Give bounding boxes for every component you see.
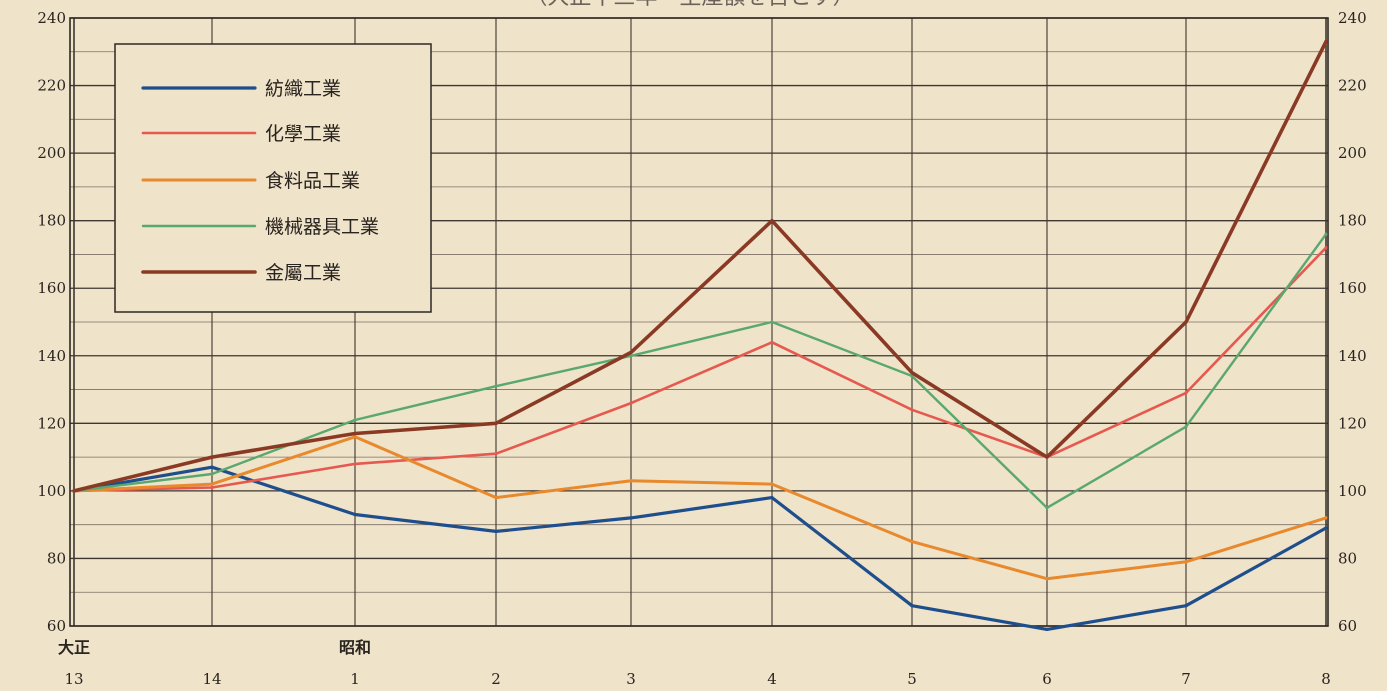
x-tick-label: 6	[1042, 670, 1052, 688]
x-tick-label: 8	[1321, 670, 1331, 688]
data-point	[910, 408, 914, 412]
data-point	[1184, 560, 1188, 564]
data-point	[210, 455, 214, 459]
x-tick-label: 7	[1181, 670, 1191, 688]
era-label: 大正	[58, 638, 90, 657]
y-tick-label-left: 240	[37, 9, 66, 27]
data-point	[1184, 425, 1188, 429]
data-point	[770, 482, 774, 486]
axis-layer: 6080100120140160180200220240608010012014…	[37, 9, 1366, 688]
legend-label: 機械器具工業	[265, 216, 379, 238]
legend-label: 化學工業	[265, 123, 341, 145]
y-tick-label-right: 180	[1338, 212, 1367, 230]
data-point	[210, 472, 214, 476]
y-tick-label-left: 120	[37, 414, 66, 432]
data-point	[1045, 627, 1049, 632]
data-point	[1324, 526, 1328, 530]
data-point	[1184, 391, 1188, 395]
x-tick-label: 5	[907, 670, 917, 688]
data-point	[210, 465, 214, 469]
series-line	[72, 465, 1328, 632]
data-point	[910, 604, 914, 608]
series-line	[72, 246, 1328, 493]
data-point	[770, 340, 774, 344]
data-point	[353, 435, 357, 439]
data-point	[494, 529, 498, 534]
y-tick-label-right: 100	[1338, 482, 1367, 500]
data-point	[1324, 232, 1328, 236]
data-point	[629, 401, 633, 405]
data-point	[910, 540, 914, 544]
y-tick-label-right: 60	[1338, 617, 1357, 635]
data-point	[629, 350, 633, 354]
data-point	[1324, 516, 1328, 520]
plot-border	[69, 17, 1329, 627]
data-point	[494, 452, 498, 456]
data-point	[494, 384, 498, 388]
legend-label: 紡織工業	[265, 78, 341, 100]
data-point	[1324, 40, 1328, 44]
y-tick-label-right: 120	[1338, 414, 1367, 432]
x-tick-label: 13	[64, 670, 83, 688]
y-tick-label-left: 80	[47, 549, 66, 567]
y-tick-label-right: 220	[1338, 77, 1367, 95]
data-point	[1045, 577, 1049, 581]
y-tick-label-right: 200	[1338, 144, 1367, 162]
data-point	[910, 371, 914, 375]
data-point	[72, 489, 76, 493]
y-tick-label-right: 160	[1338, 279, 1367, 297]
y-tick-label-left: 140	[37, 347, 66, 365]
y-tick-label-left: 220	[37, 77, 66, 95]
y-tick-label-left: 180	[37, 212, 66, 230]
y-tick-label-right: 80	[1338, 549, 1357, 567]
data-point	[494, 496, 498, 500]
legend-label: 食料品工業	[265, 170, 360, 192]
era-label: 昭和	[339, 638, 371, 657]
data-point	[1045, 455, 1049, 459]
data-point	[770, 496, 774, 500]
data-point	[353, 512, 357, 517]
data-point	[1045, 506, 1049, 510]
data-point	[770, 320, 774, 324]
series-line	[72, 39, 1328, 493]
y-tick-label-left: 200	[37, 144, 66, 162]
data-point	[494, 421, 498, 425]
y-tick-label-left: 160	[37, 279, 66, 297]
data-point	[629, 516, 633, 520]
data-point	[1184, 604, 1188, 608]
y-tick-label-right: 240	[1338, 9, 1367, 27]
data-point	[1184, 320, 1188, 324]
data-point	[629, 354, 633, 358]
data-point	[770, 219, 774, 223]
x-tick-label: 14	[202, 670, 221, 688]
data-point	[353, 418, 357, 422]
y-tick-label-right: 140	[1338, 347, 1367, 365]
data-point	[353, 431, 357, 436]
x-tick-label: 3	[626, 670, 636, 688]
y-tick-label-left: 100	[37, 482, 66, 500]
x-tick-label: 1	[350, 670, 360, 688]
data-point	[1324, 246, 1328, 250]
x-tick-label: 2	[491, 670, 501, 688]
chart-title: （大正十三年＝生產額を百とす）	[525, 0, 854, 10]
data-point	[629, 479, 633, 483]
data-point	[210, 485, 214, 490]
y-tick-label-left: 60	[47, 617, 66, 635]
data-point	[353, 462, 357, 466]
series-line	[72, 435, 1328, 581]
legend-label: 金屬工業	[265, 262, 341, 284]
data-point	[210, 482, 214, 486]
x-tick-label: 4	[767, 670, 777, 688]
series-layer	[72, 39, 1328, 632]
